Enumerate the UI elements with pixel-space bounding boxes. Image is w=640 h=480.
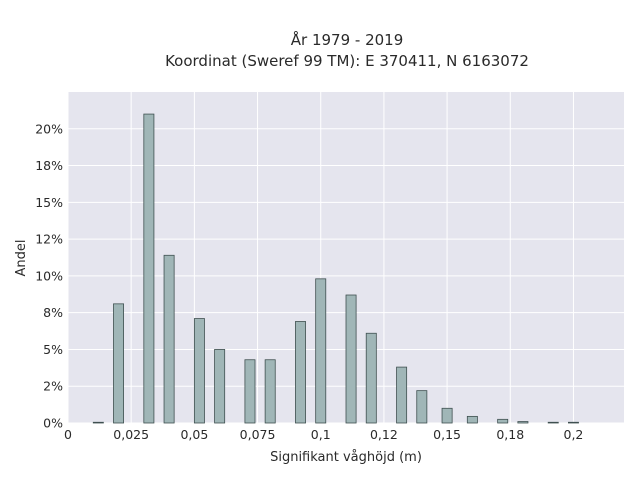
histogram-bar — [113, 303, 124, 424]
x-tick-label: 0,05 — [180, 427, 208, 442]
y-axis-label: Andel — [14, 240, 29, 277]
histogram-bar — [345, 294, 357, 424]
x-axis-label: Signifikant våghöjd (m) — [270, 450, 422, 465]
x-tick-label: 0,1 — [311, 427, 331, 442]
histogram-bar — [214, 349, 226, 424]
bars — [92, 113, 579, 424]
histogram-bar — [365, 332, 377, 424]
x-tick-label: 0,15 — [433, 427, 461, 442]
histogram-bar — [568, 421, 579, 424]
histogram-bar — [163, 254, 175, 424]
y-tick-label: 5% — [43, 342, 63, 357]
histogram-bar — [295, 321, 306, 424]
y-tick-label: 18% — [35, 158, 63, 173]
histogram-bar — [466, 415, 478, 424]
histogram-bar — [315, 278, 327, 424]
x-tick-label: 0,075 — [240, 427, 276, 442]
chart-title-line2: Koordinat (Sweref 99 TM): E 370411, N 61… — [165, 52, 529, 70]
x-tick-label: 0,18 — [496, 427, 524, 442]
y-tick-label: 10% — [35, 268, 63, 283]
y-tick-label: 12% — [35, 232, 63, 247]
histogram-bar — [396, 366, 408, 424]
x-tick-label: 0,025 — [113, 427, 149, 442]
histogram-bar — [92, 421, 104, 424]
y-tick-label: 15% — [35, 195, 63, 210]
chart-title-line1: År 1979 - 2019 — [291, 30, 404, 49]
histogram-bar — [143, 113, 155, 424]
histogram-bar — [416, 390, 428, 424]
x-tick-label: 0,12 — [370, 427, 398, 442]
y-axis-ticks: 0% 2% 5% 8% 10% 12% 15% 18% 20% — [35, 121, 63, 430]
histogram-bar — [264, 359, 276, 424]
y-tick-label: 8% — [43, 305, 63, 320]
x-tick-label: 0,2 — [564, 427, 584, 442]
histogram-bar — [244, 359, 256, 424]
y-tick-label: 20% — [35, 121, 63, 136]
histogram-bar — [193, 318, 205, 424]
x-axis-ticks: 0 0,025 0,05 0,075 0,1 0,12 0,15 0,18 0,2 — [64, 427, 583, 442]
histogram-bar — [547, 421, 559, 424]
x-tick-label: 0 — [64, 427, 72, 442]
y-tick-label: 2% — [43, 379, 63, 394]
histogram-bar — [497, 418, 509, 424]
histogram-bar — [441, 407, 453, 424]
histogram-bar — [517, 421, 529, 424]
y-tick-label: 0% — [43, 416, 63, 431]
